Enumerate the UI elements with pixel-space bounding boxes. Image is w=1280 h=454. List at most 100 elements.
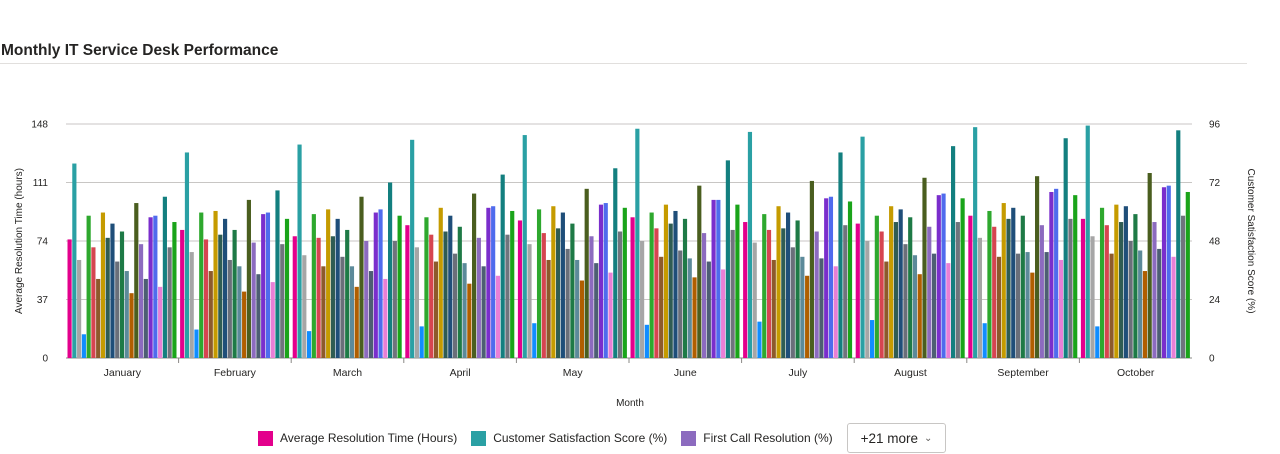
bar[interactable]: [330, 236, 335, 358]
bar[interactable]: [373, 212, 378, 358]
bar[interactable]: [148, 217, 153, 358]
bar[interactable]: [1063, 138, 1068, 358]
bar[interactable]: [603, 203, 608, 358]
bar[interactable]: [692, 277, 697, 358]
bar[interactable]: [326, 209, 331, 358]
bar[interactable]: [162, 196, 167, 358]
bar[interactable]: [598, 204, 604, 358]
bar[interactable]: [134, 203, 139, 358]
bar[interactable]: [795, 220, 800, 358]
bar[interactable]: [1109, 253, 1114, 358]
bar[interactable]: [172, 222, 177, 358]
bar[interactable]: [1123, 206, 1128, 358]
bar[interactable]: [687, 258, 692, 358]
bar[interactable]: [510, 210, 515, 358]
bar[interactable]: [701, 233, 707, 358]
bar[interactable]: [973, 127, 978, 358]
bar[interactable]: [927, 226, 932, 358]
bar[interactable]: [762, 214, 767, 358]
bar[interactable]: [747, 131, 753, 358]
bar[interactable]: [617, 231, 623, 358]
bar[interactable]: [1030, 272, 1035, 358]
bar[interactable]: [800, 256, 805, 358]
bar[interactable]: [467, 283, 472, 358]
bar[interactable]: [697, 185, 702, 358]
bar[interactable]: [1161, 187, 1167, 358]
bar[interactable]: [1006, 218, 1011, 358]
bar[interactable]: [663, 204, 669, 358]
bar[interactable]: [570, 223, 575, 358]
bar[interactable]: [1142, 271, 1148, 358]
bar[interactable]: [824, 198, 829, 358]
bar[interactable]: [541, 233, 546, 358]
bar[interactable]: [960, 198, 965, 358]
bar[interactable]: [809, 180, 814, 358]
bar[interactable]: [110, 223, 115, 358]
bar[interactable]: [232, 229, 237, 358]
bar[interactable]: [378, 209, 383, 358]
bar[interactable]: [486, 207, 491, 358]
bar[interactable]: [1068, 218, 1073, 358]
bar[interactable]: [903, 244, 908, 358]
bar[interactable]: [359, 196, 364, 358]
bar[interactable]: [167, 247, 172, 358]
bar[interactable]: [153, 215, 158, 358]
bar[interactable]: [251, 242, 256, 358]
bar[interactable]: [608, 272, 613, 358]
bar[interactable]: [270, 282, 275, 358]
bar[interactable]: [893, 222, 898, 358]
bar[interactable]: [579, 280, 585, 358]
bar[interactable]: [115, 261, 120, 358]
bar[interactable]: [100, 212, 106, 358]
bar[interactable]: [716, 199, 721, 358]
bar[interactable]: [292, 236, 297, 358]
bar[interactable]: [584, 188, 589, 358]
bar[interactable]: [218, 234, 223, 358]
bar[interactable]: [203, 239, 209, 358]
bar[interactable]: [364, 241, 369, 358]
bar[interactable]: [560, 212, 565, 358]
bar[interactable]: [472, 193, 477, 358]
bar[interactable]: [922, 177, 927, 358]
bar[interactable]: [1054, 188, 1059, 358]
bar[interactable]: [833, 266, 838, 358]
bar[interactable]: [1176, 130, 1181, 358]
bar[interactable]: [189, 252, 194, 358]
bar[interactable]: [383, 278, 388, 358]
bar[interactable]: [659, 256, 664, 358]
bar[interactable]: [996, 256, 1002, 358]
bar[interactable]: [1099, 207, 1105, 358]
bar[interactable]: [213, 210, 218, 358]
bar[interactable]: [265, 212, 271, 358]
bar[interactable]: [898, 209, 903, 358]
bar[interactable]: [1039, 225, 1044, 358]
bar[interactable]: [556, 228, 561, 358]
bar[interactable]: [843, 225, 848, 358]
bar[interactable]: [725, 160, 730, 358]
bar[interactable]: [392, 241, 397, 358]
bar[interactable]: [1011, 207, 1016, 358]
bar[interactable]: [194, 329, 199, 358]
bar[interactable]: [443, 231, 448, 358]
bar[interactable]: [613, 168, 618, 358]
bar[interactable]: [776, 206, 781, 358]
bar[interactable]: [546, 259, 551, 358]
bar[interactable]: [448, 215, 453, 358]
bar[interactable]: [522, 135, 527, 358]
bar[interactable]: [589, 236, 594, 358]
bar[interactable]: [388, 182, 393, 359]
bar[interactable]: [847, 201, 853, 358]
bar[interactable]: [321, 266, 326, 358]
bar[interactable]: [1180, 215, 1186, 358]
bar[interactable]: [77, 259, 82, 358]
bar[interactable]: [917, 274, 922, 358]
bar[interactable]: [280, 244, 285, 358]
bar[interactable]: [72, 163, 77, 358]
bar[interactable]: [246, 199, 251, 358]
bar[interactable]: [1085, 125, 1090, 358]
bar[interactable]: [649, 212, 654, 358]
bar[interactable]: [771, 259, 776, 358]
bar[interactable]: [828, 196, 834, 358]
bar[interactable]: [184, 152, 190, 358]
bar[interactable]: [1128, 241, 1133, 358]
